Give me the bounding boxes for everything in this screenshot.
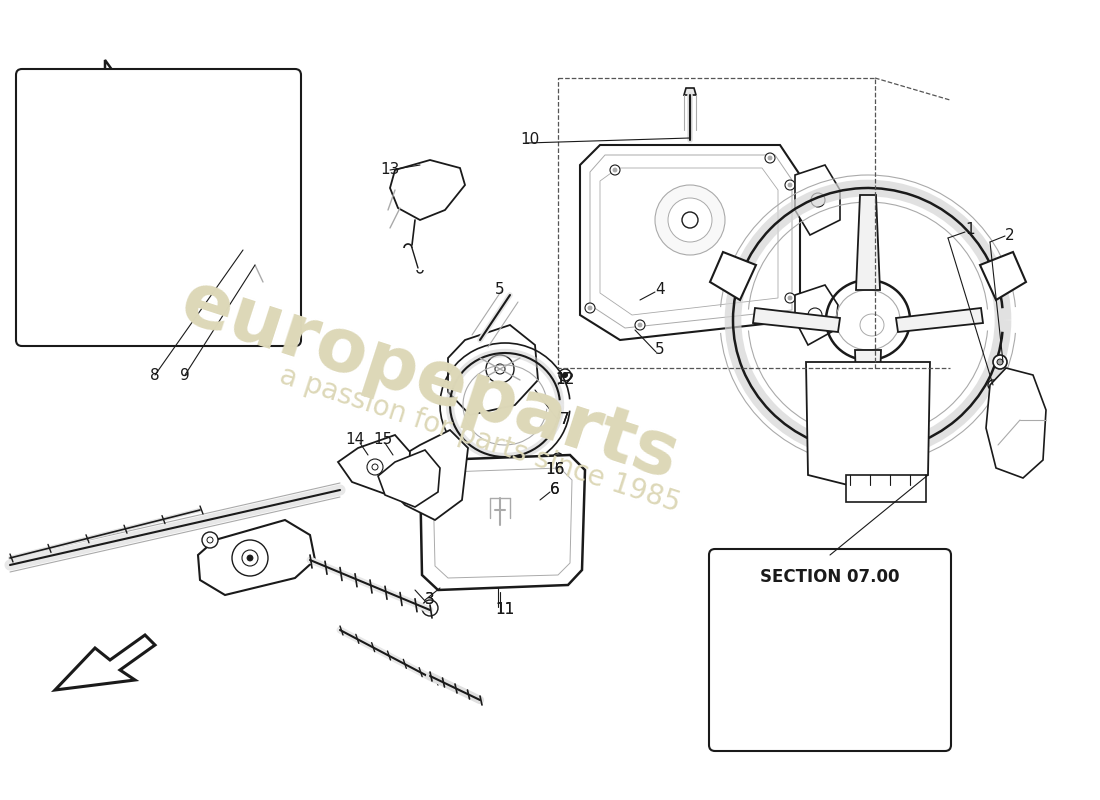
- Circle shape: [635, 320, 645, 330]
- Circle shape: [785, 293, 795, 303]
- Polygon shape: [795, 285, 838, 345]
- Text: 3: 3: [425, 593, 435, 607]
- Text: 9: 9: [180, 367, 190, 382]
- Circle shape: [668, 198, 712, 242]
- Polygon shape: [820, 696, 840, 730]
- Polygon shape: [590, 155, 792, 328]
- Polygon shape: [433, 468, 572, 578]
- Text: 14: 14: [345, 433, 364, 447]
- Text: 8: 8: [151, 367, 160, 382]
- Text: 6: 6: [550, 482, 560, 498]
- Text: 12: 12: [556, 373, 574, 387]
- Circle shape: [260, 279, 266, 285]
- Circle shape: [207, 537, 213, 543]
- Polygon shape: [806, 362, 930, 490]
- Circle shape: [768, 156, 772, 160]
- Polygon shape: [55, 60, 130, 130]
- Circle shape: [682, 212, 698, 228]
- Circle shape: [638, 323, 642, 327]
- Circle shape: [553, 453, 563, 463]
- Circle shape: [811, 193, 825, 207]
- Text: 5: 5: [495, 282, 505, 298]
- Circle shape: [788, 183, 792, 187]
- Polygon shape: [600, 168, 778, 315]
- Text: 7: 7: [560, 413, 570, 427]
- Polygon shape: [846, 475, 926, 502]
- Text: 5: 5: [656, 342, 664, 358]
- Text: 6: 6: [550, 482, 560, 498]
- Polygon shape: [390, 160, 465, 220]
- Circle shape: [585, 303, 595, 313]
- Text: 10: 10: [520, 133, 540, 147]
- Polygon shape: [980, 252, 1026, 300]
- Circle shape: [232, 540, 268, 576]
- Circle shape: [788, 296, 792, 300]
- Text: 12: 12: [556, 373, 574, 387]
- Text: 2: 2: [1005, 227, 1015, 242]
- Polygon shape: [103, 192, 160, 218]
- Circle shape: [372, 464, 378, 470]
- Circle shape: [785, 180, 795, 190]
- Polygon shape: [173, 234, 197, 292]
- Text: 7: 7: [560, 413, 570, 427]
- Circle shape: [610, 165, 620, 175]
- Text: 4: 4: [656, 282, 664, 298]
- Circle shape: [248, 555, 253, 561]
- Text: europeparts: europeparts: [172, 265, 689, 495]
- Text: 16: 16: [546, 462, 564, 478]
- Polygon shape: [388, 430, 467, 520]
- Circle shape: [789, 717, 792, 719]
- Polygon shape: [338, 435, 410, 495]
- Circle shape: [988, 380, 998, 390]
- Polygon shape: [684, 88, 696, 95]
- Text: 11: 11: [495, 602, 515, 618]
- Polygon shape: [211, 192, 267, 218]
- Circle shape: [654, 185, 725, 255]
- Circle shape: [588, 306, 592, 310]
- Text: 1: 1: [965, 222, 975, 238]
- Circle shape: [559, 369, 571, 381]
- Polygon shape: [580, 145, 800, 340]
- Text: SECTION 07.00: SECTION 07.00: [760, 568, 900, 586]
- Polygon shape: [448, 325, 538, 415]
- Circle shape: [808, 308, 822, 322]
- Circle shape: [993, 355, 1007, 369]
- Text: 3: 3: [425, 593, 435, 607]
- Text: a passion for parts since 1985: a passion for parts since 1985: [276, 362, 684, 518]
- Polygon shape: [986, 368, 1046, 478]
- Polygon shape: [235, 220, 273, 250]
- Polygon shape: [754, 308, 840, 332]
- Circle shape: [613, 168, 617, 172]
- Polygon shape: [856, 195, 880, 290]
- Polygon shape: [55, 635, 155, 690]
- Text: 16: 16: [546, 462, 564, 478]
- Polygon shape: [710, 252, 756, 300]
- Circle shape: [764, 153, 776, 163]
- Polygon shape: [896, 308, 983, 332]
- Polygon shape: [198, 520, 315, 595]
- FancyBboxPatch shape: [710, 549, 952, 751]
- Circle shape: [495, 364, 505, 374]
- Circle shape: [367, 459, 383, 475]
- Circle shape: [422, 600, 438, 616]
- Polygon shape: [772, 664, 810, 680]
- Circle shape: [242, 550, 258, 566]
- Polygon shape: [248, 238, 283, 272]
- Circle shape: [997, 359, 1003, 365]
- Circle shape: [486, 355, 514, 383]
- Polygon shape: [378, 450, 440, 507]
- Polygon shape: [795, 165, 840, 235]
- Polygon shape: [850, 664, 888, 680]
- Circle shape: [562, 373, 568, 378]
- Polygon shape: [855, 350, 881, 448]
- Text: 15: 15: [373, 433, 393, 447]
- Text: 13: 13: [381, 162, 399, 178]
- FancyBboxPatch shape: [16, 69, 301, 346]
- Polygon shape: [420, 455, 585, 590]
- Circle shape: [786, 714, 794, 722]
- Text: 11: 11: [495, 602, 515, 618]
- Circle shape: [202, 532, 218, 548]
